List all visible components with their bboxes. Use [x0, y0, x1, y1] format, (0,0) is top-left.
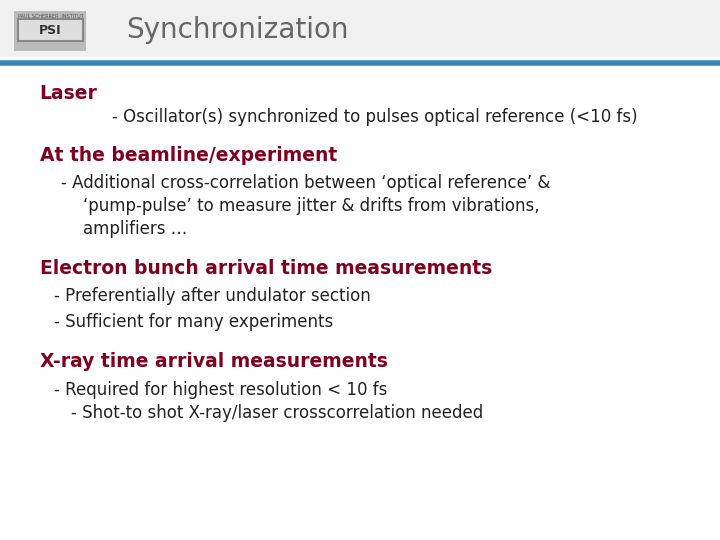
Text: - Preferentially after undulator section: - Preferentially after undulator section: [54, 287, 371, 305]
Text: - Oscillator(s) synchronized to pulses optical reference (<10 fs): - Oscillator(s) synchronized to pulses o…: [112, 108, 637, 126]
Text: amplifiers …: amplifiers …: [83, 220, 187, 238]
Text: - Required for highest resolution < 10 fs: - Required for highest resolution < 10 f…: [54, 381, 387, 399]
Text: X-ray time arrival measurements: X-ray time arrival measurements: [40, 352, 387, 371]
Bar: [14, 11, 86, 51]
Text: Synchronization: Synchronization: [126, 16, 348, 44]
Text: - Shot-to shot X-ray/laser crosscorrelation needed: - Shot-to shot X-ray/laser crosscorrelat…: [71, 404, 483, 422]
Text: Laser: Laser: [40, 84, 97, 103]
Text: PSI: PSI: [39, 24, 62, 37]
Text: Electron bunch arrival time measurements: Electron bunch arrival time measurements: [40, 259, 492, 278]
Bar: [0, 0, 720, 57]
Text: ‘pump-pulse’ to measure jitter & drifts from vibrations,: ‘pump-pulse’ to measure jitter & drifts …: [83, 197, 539, 215]
Text: - Sufficient for many experiments: - Sufficient for many experiments: [54, 313, 333, 331]
Bar: [18, 19, 83, 41]
Text: At the beamline/experiment: At the beamline/experiment: [40, 146, 337, 165]
Text: PAUL SCHERRER  INSTITUT: PAUL SCHERRER INSTITUT: [17, 14, 84, 19]
Text: - Additional cross-correlation between ‘optical reference’ &: - Additional cross-correlation between ‘…: [61, 174, 551, 192]
